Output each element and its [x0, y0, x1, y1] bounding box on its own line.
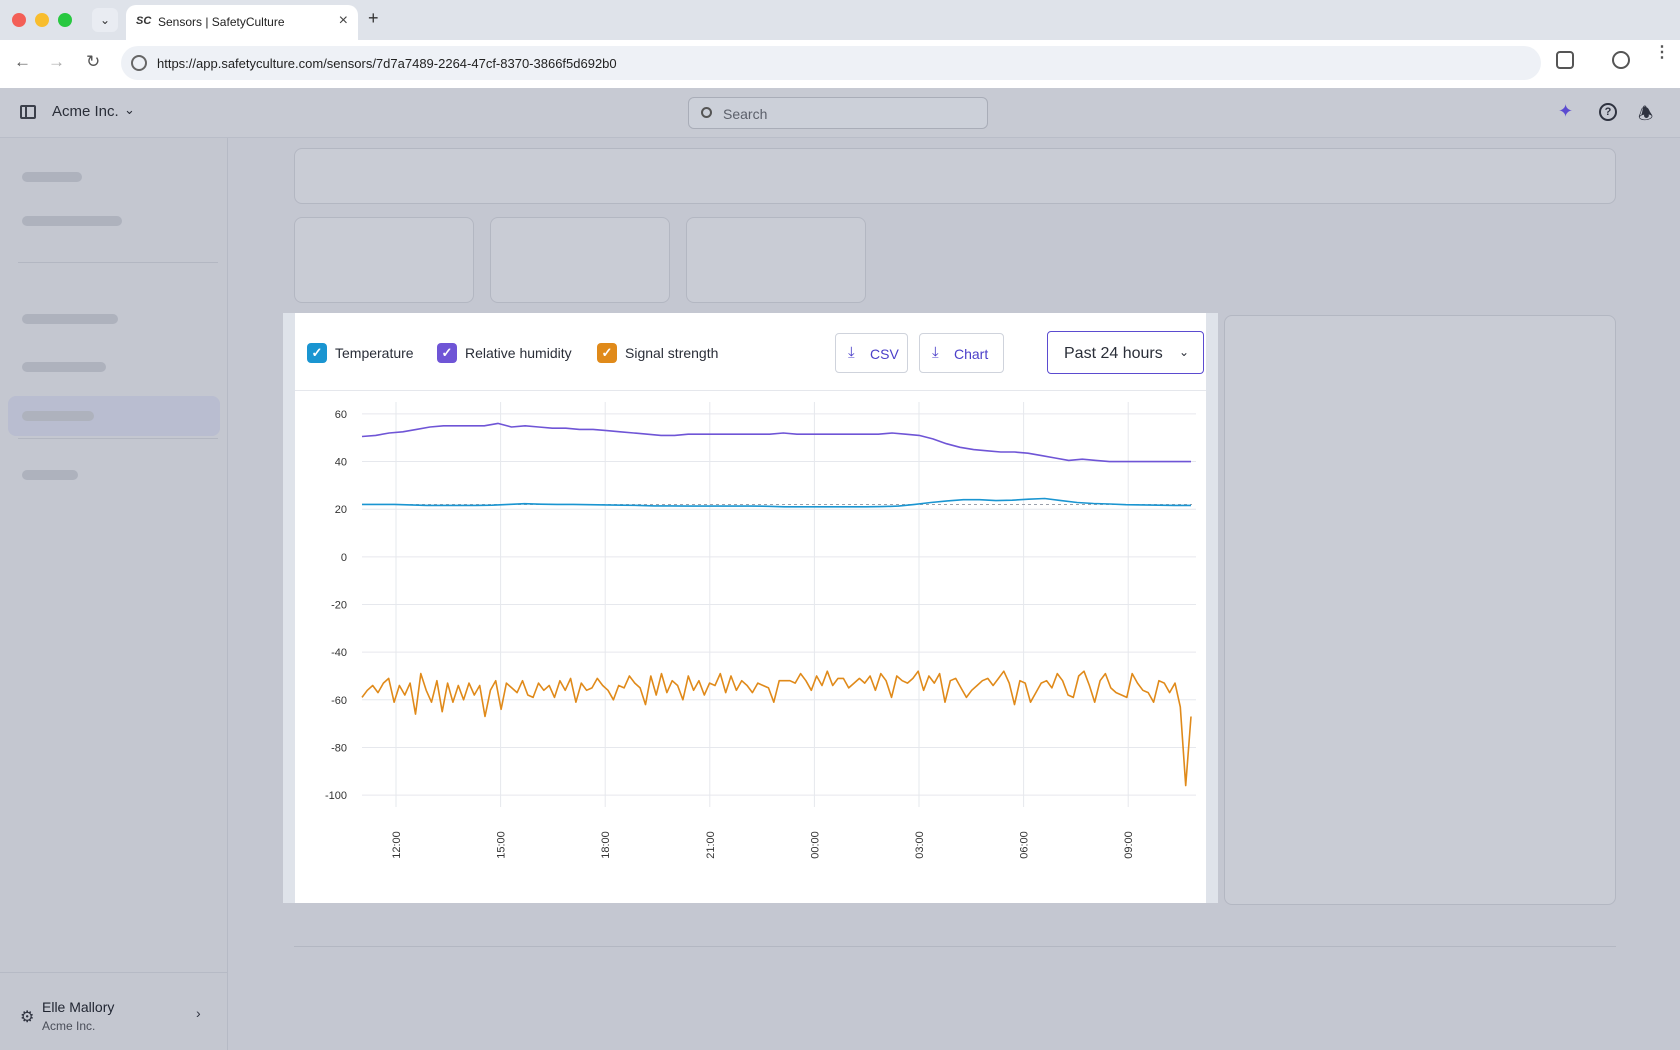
- search-icon: [701, 107, 712, 118]
- y-axis-labels: 60 40 20 0 -20 -40 -60 -80 -100: [325, 409, 347, 802]
- safetyculture-favicon-icon: SC: [136, 15, 152, 27]
- window-maximize-button[interactable]: [58, 13, 72, 27]
- url-text[interactable]: https://app.safetyculture.com/sensors/7d…: [157, 56, 617, 71]
- download-icon: ⤓: [848, 344, 855, 361]
- sidebar-item-blurred: [22, 470, 78, 480]
- y-tick-label: 40: [335, 457, 347, 469]
- site-info-icon[interactable]: [131, 55, 147, 71]
- window-close-button[interactable]: [12, 13, 26, 27]
- x-tick-label: 21:00: [705, 831, 717, 859]
- sidebar-toggle-icon[interactable]: [20, 105, 36, 119]
- help-icon[interactable]: ?: [1599, 103, 1617, 121]
- y-tick-label: 20: [335, 504, 347, 516]
- sidebar-divider: [18, 262, 218, 263]
- reload-icon[interactable]: ↻: [86, 52, 101, 71]
- x-tick-label: 18:00: [600, 831, 612, 859]
- window-minimize-button[interactable]: [35, 13, 49, 27]
- legend-label: Signal strength: [625, 345, 719, 361]
- gear-icon: ⚙: [20, 1009, 35, 1026]
- browser-menu-icon[interactable]: ⋮: [1654, 44, 1670, 61]
- tab-search-chevron-icon[interactable]: ⌄: [92, 8, 118, 32]
- tab-title: Sensors | SafetyCulture: [158, 15, 285, 29]
- info-banner-blurred: [294, 148, 1616, 204]
- alert-configuration-panel-blurred: [1224, 315, 1616, 905]
- y-tick-label: -40: [331, 647, 347, 659]
- x-tick-label: 03:00: [914, 831, 926, 859]
- notifications-bell-icon[interactable]: 🕭: [1638, 104, 1654, 123]
- metric-card-blurred: [686, 217, 866, 303]
- y-tick-label: 60: [335, 409, 347, 421]
- extensions-icon[interactable]: [1556, 51, 1574, 69]
- sidebar-item-blurred: [22, 216, 122, 226]
- app-header: Acme Inc. ⌄ Search ✦ ? 🕭: [0, 88, 1680, 138]
- sidebar: ⚙ Elle Mallory Acme Inc. ›: [0, 138, 228, 1050]
- profile-icon[interactable]: [1612, 51, 1630, 69]
- series-line-relative-humidity: [361, 422, 1191, 463]
- y-gridlines: [362, 413, 1196, 796]
- back-arrow-icon[interactable]: ←: [14, 52, 31, 71]
- browser-toolbar: ← → ↻ https://app.safetyculture.com/sens…: [0, 40, 1680, 88]
- browser-tab-sensors[interactable]: SC Sensors | SafetyCulture ×: [126, 5, 358, 40]
- time-range-select[interactable]: Past 24 hours ⌄: [1047, 331, 1204, 374]
- sidebar-item-blurred: [22, 362, 106, 372]
- time-range-value: Past 24 hours: [1064, 345, 1163, 362]
- x-tick-label: 12:00: [391, 831, 403, 859]
- x-axis-labels: 12:00 15:00 18:00 21:00 00:00 03:00 06:00 09:00: [391, 831, 1135, 859]
- search-input[interactable]: Search: [688, 97, 988, 129]
- x-tick-label: 09:00: [1123, 831, 1135, 859]
- chart-series: [361, 422, 1192, 787]
- new-tab-plus-icon[interactable]: +: [368, 8, 379, 28]
- y-tick-label: 0: [341, 552, 347, 564]
- chevron-right-icon: ›: [196, 1005, 201, 1021]
- chevron-down-icon[interactable]: ⌄: [124, 102, 135, 117]
- x-tick-label: 15:00: [496, 831, 508, 859]
- content-divider: [294, 946, 1616, 947]
- relative-humidity-checkbox[interactable]: ✓: [437, 343, 457, 363]
- user-org: Acme Inc.: [42, 1019, 96, 1033]
- series-line-signal-strength: [361, 670, 1192, 787]
- org-switcher[interactable]: Acme Inc.: [52, 103, 119, 120]
- metric-card-blurred: [490, 217, 670, 303]
- sidebar-item-blurred: [22, 314, 118, 324]
- signal-strength-checkbox[interactable]: ✓: [597, 343, 617, 363]
- y-tick-label: -80: [331, 742, 347, 754]
- sidebar-item-blurred: [22, 172, 82, 182]
- download-csv-button[interactable]: ⤓ CSV: [835, 333, 908, 373]
- chart-toolbar: ✓ Temperature ✓ Relative humidity ✓ Sign…: [295, 313, 1206, 391]
- download-icon: ⤓: [932, 344, 939, 361]
- tab-close-icon[interactable]: ×: [338, 12, 348, 29]
- search-placeholder: Search: [723, 106, 768, 122]
- download-chart-button[interactable]: ⤓ Chart: [919, 333, 1004, 373]
- csv-label: CSV: [870, 346, 899, 362]
- sidebar-divider: [18, 438, 218, 439]
- sensor-chart-dialog: ✓ Temperature ✓ Relative humidity ✓ Sign…: [283, 313, 1218, 903]
- legend-label: Temperature: [335, 345, 414, 361]
- forward-arrow-icon[interactable]: →: [48, 52, 65, 71]
- x-tick-label: 06:00: [1019, 831, 1031, 859]
- address-bar[interactable]: https://app.safetyculture.com/sensors/7d…: [121, 46, 1541, 80]
- x-gridlines: [395, 402, 1129, 807]
- x-tick-label: 00:00: [809, 831, 821, 859]
- temperature-checkbox[interactable]: ✓: [307, 343, 327, 363]
- chart-label: Chart: [954, 346, 989, 362]
- chevron-down-icon: ⌄: [1178, 345, 1189, 359]
- browser-tab-bar: ⌄ SC Sensors | SafetyCulture × +: [0, 0, 1680, 40]
- ai-sparkle-icon[interactable]: ✦: [1558, 101, 1574, 121]
- sensor-line-chart: 60 40 20 0 -20 -40 -60 -80 -100 12:00 15:00 18:00 2…: [325, 402, 1196, 859]
- y-tick-label: -20: [331, 600, 347, 612]
- legend-label: Relative humidity: [465, 345, 572, 361]
- user-name: Elle Mallory: [42, 999, 115, 1015]
- y-tick-label: -60: [331, 695, 347, 707]
- y-tick-label: -100: [325, 790, 347, 802]
- metric-card-blurred: [294, 217, 474, 303]
- series-line-temperature: [362, 497, 1191, 508]
- sidebar-item-blurred: [22, 411, 94, 421]
- user-menu[interactable]: ⚙ Elle Mallory Acme Inc. ›: [0, 972, 228, 1050]
